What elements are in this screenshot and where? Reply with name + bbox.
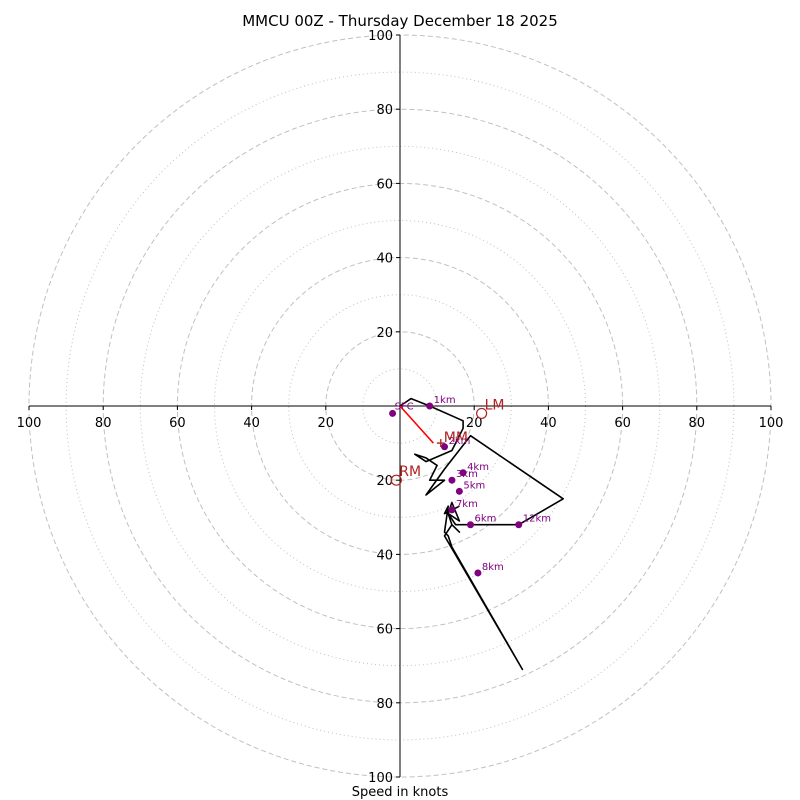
x-tick-label: 100 bbox=[17, 416, 42, 431]
x-tick-label: 60 bbox=[614, 416, 631, 431]
point-4km bbox=[459, 469, 467, 477]
y-tick-label: 80 bbox=[376, 697, 393, 712]
point-sfc bbox=[389, 409, 397, 417]
point-label-3km: 3km bbox=[456, 469, 478, 480]
shear-line bbox=[399, 405, 434, 444]
point-label-12km: 12km bbox=[523, 514, 551, 525]
x-tick-label: 80 bbox=[689, 416, 706, 431]
point-3km bbox=[448, 476, 456, 484]
y-tick-label: 100 bbox=[368, 29, 393, 44]
point-8km bbox=[474, 569, 482, 577]
x-tick-label: 40 bbox=[540, 416, 557, 431]
y-tick-label: 20 bbox=[376, 474, 393, 489]
x-tick-label: 80 bbox=[95, 416, 112, 431]
lm-label: LM bbox=[485, 397, 505, 413]
point-1km bbox=[426, 402, 434, 410]
x-axis-label: Speed in knots bbox=[352, 785, 449, 800]
y-tick-label: 20 bbox=[376, 326, 393, 341]
rm-marker bbox=[390, 474, 402, 486]
point-label-1km: 1km bbox=[434, 395, 456, 406]
point-6km bbox=[466, 521, 474, 529]
x-tick-label: 40 bbox=[243, 416, 260, 431]
y-tick-label: 80 bbox=[376, 103, 393, 118]
rm-label: RM bbox=[399, 464, 421, 480]
y-tick-label: 40 bbox=[376, 252, 393, 267]
y-tick-label: 100 bbox=[368, 771, 393, 786]
y-tick-label: 60 bbox=[376, 623, 393, 638]
y-tick-label: 40 bbox=[376, 548, 393, 563]
point-5km bbox=[455, 487, 463, 495]
point-label-4km: 4km bbox=[467, 462, 489, 473]
hodograph-trace bbox=[399, 397, 565, 671]
x-tick-label: 100 bbox=[759, 416, 784, 431]
lm-marker bbox=[476, 407, 488, 420]
x-tick-label: 20 bbox=[466, 416, 483, 431]
x-tick-label: 60 bbox=[169, 416, 186, 431]
y-tick-labels: 20 40 60 80 100 20 40 60 80 100 bbox=[368, 29, 400, 786]
point-label-8km: 8km bbox=[482, 562, 504, 573]
x-tick-label: 20 bbox=[318, 416, 335, 431]
point-7km bbox=[448, 506, 456, 514]
point-label-5km: 5km bbox=[463, 480, 485, 491]
chart-title: MMCU 00Z - Thursday December 18 2025 bbox=[242, 12, 558, 30]
point-label-sfc: SFC bbox=[395, 401, 414, 412]
y-tick-label: 60 bbox=[376, 177, 393, 192]
x-tick-labels: 100 80 60 40 20 20 40 60 80 100 bbox=[17, 406, 784, 431]
point-label-7km: 7km bbox=[456, 499, 478, 510]
storm-motions: RM LM MM bbox=[390, 397, 505, 486]
hodograph-line bbox=[399, 397, 565, 671]
shear-vector bbox=[399, 405, 434, 444]
mm-label: MM bbox=[444, 430, 468, 446]
point-2km bbox=[441, 443, 449, 451]
point-label-6km: 6km bbox=[474, 514, 496, 525]
point-label-2km: 2km bbox=[449, 436, 471, 447]
point-12km bbox=[515, 521, 523, 529]
